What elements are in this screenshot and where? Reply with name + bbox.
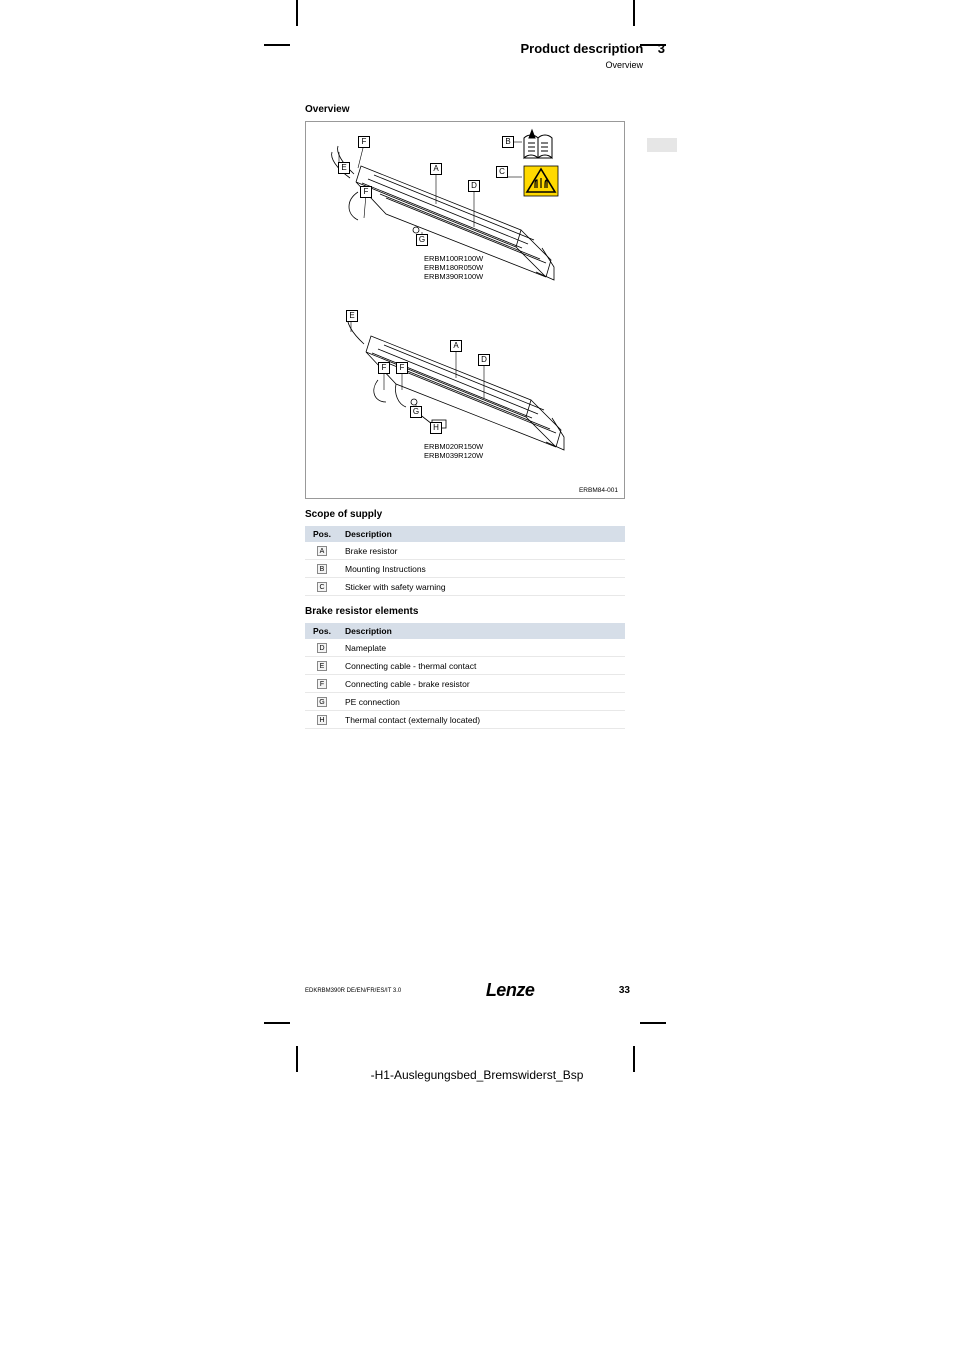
callout-H: H (430, 422, 442, 434)
table-row: ABrake resistor (305, 542, 625, 560)
overview-heading: Overview (305, 104, 665, 115)
scope-heading: Scope of supply (305, 509, 665, 520)
callout-A: A (430, 163, 442, 175)
elements-table: Pos. Description DNameplate EConnecting … (305, 623, 625, 729)
table-row: CSticker with safety warning (305, 578, 625, 596)
callout-F: F (396, 362, 408, 374)
model-list-top: ERBM100R100W ERBM180R050W ERBM390R100W (424, 254, 483, 281)
table-header: Pos. (305, 623, 339, 639)
header-subtitle: Overview (305, 60, 643, 70)
overview-diagram: E F F A D B C G E A D F F G H ERBM100R10… (305, 121, 625, 499)
table-row: FConnecting cable - brake resistor (305, 675, 625, 693)
callout-G: G (410, 406, 422, 418)
callout-F: F (378, 362, 390, 374)
crop-tick (640, 1022, 666, 1024)
section-number: 3 (658, 41, 665, 56)
footer-doc-code: EDKRBM390R DE/EN/FR/ES/IT 3.0 (305, 988, 401, 994)
model-list-bottom: ERBM020R150W ERBM039R120W (424, 442, 483, 460)
crop-tick (633, 0, 635, 26)
table-header: Description (339, 623, 625, 639)
table-header: Pos. (305, 526, 339, 542)
header-title: Product description (521, 41, 644, 56)
diagram-code: ERBM84-001 (579, 487, 618, 494)
table-header: Description (339, 526, 625, 542)
footer-logo: Lenze (486, 980, 535, 1001)
bottom-reference: -H1-Auslegungsbed_Bremswiderst_Bsp (0, 1068, 954, 1082)
callout-E: E (338, 162, 350, 174)
scope-table: Pos. Description ABrake resistor BMounti… (305, 526, 625, 596)
callout-A: A (450, 340, 462, 352)
callout-E: E (346, 310, 358, 322)
callout-C: C (496, 166, 508, 178)
table-row: EConnecting cable - thermal contact (305, 657, 625, 675)
callout-G: G (416, 234, 428, 246)
table-row: HThermal contact (externally located) (305, 711, 625, 729)
crop-tick (264, 1022, 290, 1024)
page-footer: EDKRBM390R DE/EN/FR/ES/IT 3.0 Lenze 33 (305, 980, 630, 1001)
crop-tick (264, 44, 290, 46)
crop-tick (296, 0, 298, 26)
table-row: GPE connection (305, 693, 625, 711)
callout-F: F (358, 136, 370, 148)
table-row: DNameplate (305, 639, 625, 657)
page-outer: Product description 3 Overview Overview (0, 0, 954, 1350)
callout-B: B (502, 136, 514, 148)
footer-page-number: 33 (619, 985, 630, 996)
callout-F: F (360, 186, 372, 198)
elements-heading: Brake resistor elements (305, 606, 665, 617)
callout-D: D (478, 354, 490, 366)
callout-D: D (468, 180, 480, 192)
page-header: Product description 3 Overview (305, 40, 665, 70)
table-row: BMounting Instructions (305, 560, 625, 578)
page-content: Product description 3 Overview Overview (305, 40, 665, 729)
